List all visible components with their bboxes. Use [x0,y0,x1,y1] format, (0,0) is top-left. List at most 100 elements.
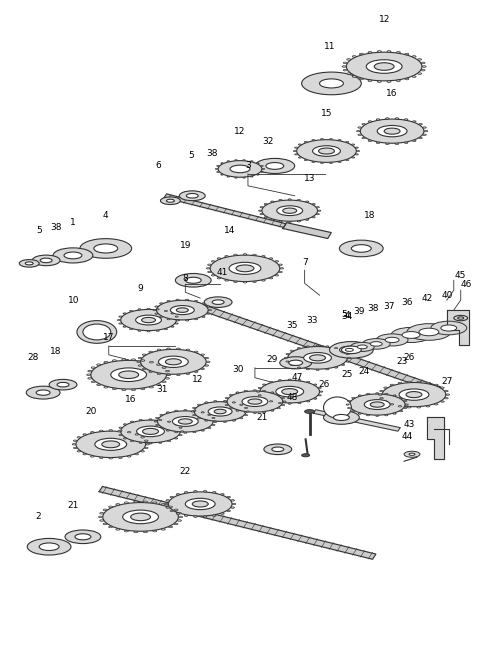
Ellipse shape [316,206,319,208]
Text: 25: 25 [342,370,353,379]
Text: 8: 8 [182,274,188,283]
Text: 5: 5 [341,310,347,318]
Ellipse shape [109,458,112,459]
Ellipse shape [260,214,263,215]
Ellipse shape [186,193,198,198]
Ellipse shape [212,424,215,426]
Ellipse shape [248,399,262,404]
Ellipse shape [236,392,239,393]
Ellipse shape [297,140,356,162]
Ellipse shape [384,128,400,134]
Ellipse shape [288,199,291,200]
Ellipse shape [326,346,329,347]
Ellipse shape [227,391,283,412]
Ellipse shape [135,434,139,435]
Text: 12: 12 [378,15,390,24]
Ellipse shape [297,221,300,222]
Ellipse shape [358,127,361,128]
Ellipse shape [329,162,333,164]
Ellipse shape [396,80,400,81]
Ellipse shape [305,409,314,413]
Ellipse shape [398,383,402,384]
Ellipse shape [123,424,127,425]
Ellipse shape [444,398,448,399]
Ellipse shape [279,199,282,200]
Ellipse shape [40,258,52,263]
Ellipse shape [103,523,107,525]
Ellipse shape [385,393,388,394]
Ellipse shape [288,221,291,223]
Text: 7: 7 [302,258,308,267]
Ellipse shape [368,121,372,122]
Ellipse shape [385,415,388,416]
Ellipse shape [103,502,179,531]
Ellipse shape [108,506,113,508]
Ellipse shape [135,453,139,455]
Ellipse shape [244,415,248,416]
Ellipse shape [98,516,103,517]
Ellipse shape [176,308,188,312]
Ellipse shape [310,355,325,361]
Ellipse shape [166,500,169,501]
Polygon shape [164,194,286,227]
Ellipse shape [329,139,333,140]
Polygon shape [193,303,441,392]
Ellipse shape [208,407,232,416]
Ellipse shape [306,219,309,220]
Ellipse shape [154,421,157,422]
Ellipse shape [281,398,285,399]
Ellipse shape [351,144,355,145]
Ellipse shape [347,73,351,75]
Ellipse shape [204,297,232,307]
Ellipse shape [83,453,86,455]
Ellipse shape [279,271,282,272]
Ellipse shape [339,346,360,354]
Ellipse shape [321,139,324,140]
Ellipse shape [91,432,94,433]
Ellipse shape [144,501,147,502]
Ellipse shape [118,431,120,432]
Text: 42: 42 [421,293,432,303]
Text: 16: 16 [125,395,136,404]
Ellipse shape [180,431,184,432]
Ellipse shape [77,437,81,438]
Ellipse shape [321,162,324,164]
Ellipse shape [385,118,389,119]
Ellipse shape [405,78,409,80]
Ellipse shape [120,420,180,443]
Text: 34: 34 [342,312,353,320]
Ellipse shape [155,313,158,314]
Polygon shape [427,417,444,459]
Ellipse shape [168,492,232,516]
Ellipse shape [277,407,280,409]
Ellipse shape [137,426,165,437]
Ellipse shape [88,377,92,379]
Ellipse shape [251,176,253,177]
Ellipse shape [304,352,332,363]
Ellipse shape [194,351,198,352]
Ellipse shape [405,404,408,405]
Ellipse shape [232,503,236,504]
Ellipse shape [422,66,426,67]
Ellipse shape [207,306,210,307]
Ellipse shape [312,161,315,162]
Ellipse shape [378,394,382,395]
Ellipse shape [307,381,310,383]
Ellipse shape [153,502,157,504]
Ellipse shape [376,393,379,394]
Ellipse shape [355,147,359,148]
Ellipse shape [134,531,138,533]
Ellipse shape [312,217,315,218]
Ellipse shape [252,254,256,255]
Text: 48: 48 [287,393,299,402]
Text: 41: 41 [216,268,228,277]
Ellipse shape [441,401,444,402]
Ellipse shape [374,63,394,70]
Ellipse shape [235,177,237,178]
Text: 24: 24 [359,367,370,376]
Ellipse shape [360,119,424,143]
Ellipse shape [27,538,71,555]
Text: 29: 29 [266,355,277,364]
Ellipse shape [149,419,152,420]
Ellipse shape [91,381,95,383]
